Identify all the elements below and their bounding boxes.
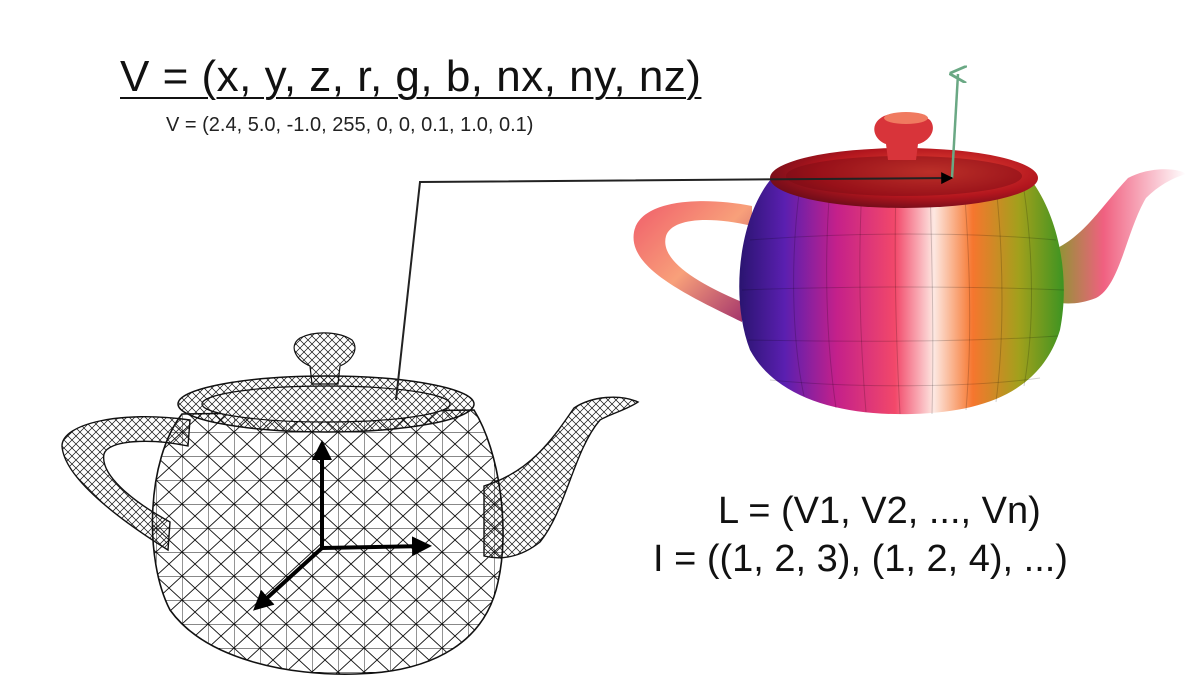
wireframe-teapot-body <box>151 409 504 675</box>
vertex-format-formula: V = (x, y, z, r, g, b, nx, ny, nz) <box>120 52 702 101</box>
shaded-teapot-knob <box>874 112 933 160</box>
axis-x <box>321 536 432 557</box>
shaded-teapot <box>633 112 1186 415</box>
shaded-teapot-body <box>739 178 1064 415</box>
axis-z <box>253 546 324 611</box>
vertex-example-values: V = (2.4, 5.0, -1.0, 255, 0, 0, 0.1, 1.0… <box>166 114 534 136</box>
shaded-teapot-handle <box>633 201 752 322</box>
shaded-teapot-spout <box>1048 169 1186 304</box>
wireframe-teapot-knob <box>293 332 356 385</box>
vertex-list-formula: L = (V1, V2, ..., Vn) <box>718 490 1041 532</box>
normal-vector-arrow <box>952 74 958 179</box>
axis-gizmo <box>253 440 432 611</box>
wireframe-teapot-spout <box>483 396 640 559</box>
shaded-facets <box>741 185 1065 415</box>
index-list-formula: I = ((1, 2, 3), (1, 2, 4), ...) <box>653 538 1068 580</box>
connector-line <box>395 172 954 401</box>
shaded-lid-rim <box>786 156 1022 196</box>
wireframe-teapot <box>61 332 640 675</box>
